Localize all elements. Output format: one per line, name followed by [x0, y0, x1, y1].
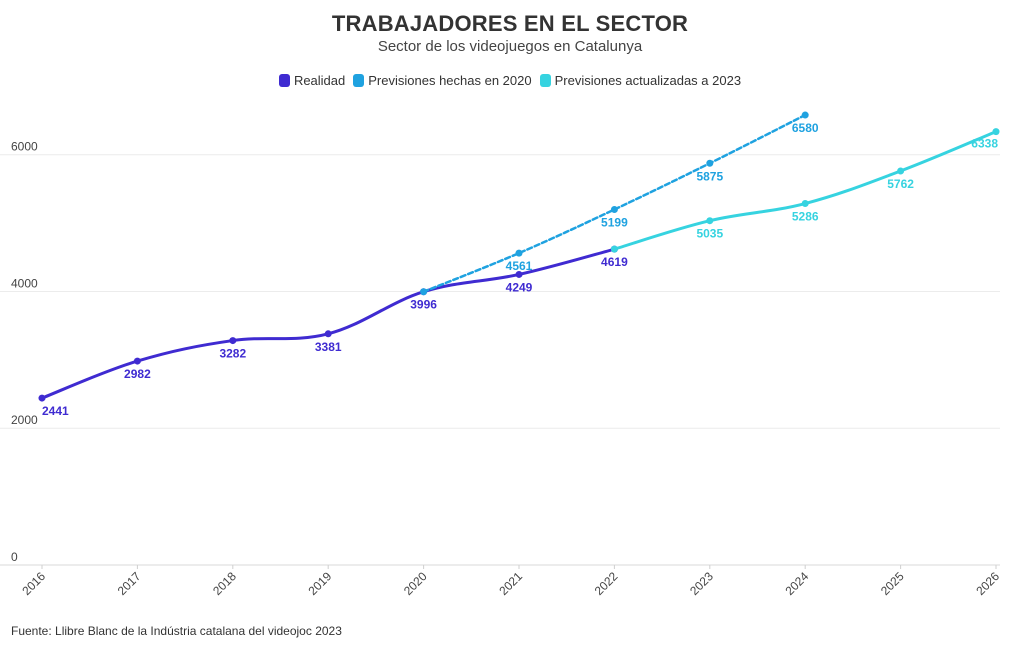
x-tick-label-2023: 2023 — [687, 569, 716, 598]
legend-item-previsiones-2023[interactable]: Previsiones actualizadas a 2023 — [539, 73, 742, 88]
data-point-s1-2024[interactable] — [801, 111, 809, 119]
data-label-s0-2021: 4249 — [506, 280, 533, 294]
data-point-s2-2026[interactable] — [992, 128, 1000, 136]
y-tick-label-6000: 6000 — [11, 140, 38, 154]
x-tick-label-2025: 2025 — [878, 569, 907, 598]
legend-swatch-previsiones-2023 — [539, 74, 551, 87]
x-tick-label-2017: 2017 — [115, 569, 144, 598]
series-line-2 — [612, 130, 998, 251]
data-point-s1-2022[interactable] — [610, 205, 618, 213]
x-tick-label-2021: 2021 — [496, 569, 525, 598]
data-point-s0-2017[interactable] — [133, 357, 141, 365]
y-tick-label-4000: 4000 — [11, 276, 38, 290]
label-layer: 2441 2982 3282 3381 3996 4249 4619 4561 5199 5875… — [42, 121, 998, 418]
data-label-s0-2017: 2982 — [124, 367, 151, 381]
data-label-s1-2021: 4561 — [506, 259, 533, 273]
data-point-s0-2019[interactable] — [324, 330, 332, 338]
data-point-s2-2024[interactable] — [801, 200, 809, 208]
data-label-s0-2018: 3282 — [219, 347, 246, 361]
data-point-s0-2021[interactable] — [515, 270, 523, 278]
data-point-s2-2023[interactable] — [706, 217, 714, 225]
data-point-s1-2023[interactable] — [706, 159, 714, 167]
chart-title: TRABAJADORES EN EL SECTOR — [331, 11, 689, 36]
chart-subtitle: Sector de los videojuegos en Catalunya — [377, 38, 643, 55]
grid-layer — [0, 154, 1000, 566]
x-tick-label-2024: 2024 — [783, 569, 812, 598]
legend: Realidad Previsiones hechas en 2020 Prev… — [0, 73, 1020, 88]
data-label-s2-2023: 5035 — [696, 227, 723, 241]
data-label-s0-2016: 2441 — [42, 404, 69, 418]
data-label-s0-2020: 3996 — [410, 298, 437, 312]
x-tick-label-2019: 2019 — [306, 569, 335, 598]
legend-item-realidad[interactable]: Realidad — [278, 73, 346, 88]
legend-item-previsiones-2020[interactable]: Previsiones hechas en 2020 — [353, 73, 532, 88]
y-tick-label-0: 0 — [11, 550, 18, 564]
data-point-s2-2022[interactable] — [610, 245, 618, 253]
axis-layer: 0 2000 4000 6000 2016 2017 2018 2019 2020 2021 202… — [11, 140, 1002, 598]
x-tick-label-2018: 2018 — [210, 569, 239, 598]
x-tick-label-2022: 2022 — [592, 569, 621, 598]
legend-label-previsiones-2023: Previsiones actualizadas a 2023 — [554, 73, 742, 88]
data-point-s1-2020[interactable] — [420, 288, 428, 296]
x-tick-label-2026: 2026 — [973, 569, 1002, 598]
data-point-s0-2018[interactable] — [229, 337, 237, 345]
data-label-s2-2025: 5762 — [887, 177, 914, 191]
data-label-s0-2019: 3381 — [315, 340, 342, 354]
data-point-s0-2016[interactable] — [38, 394, 46, 402]
x-tick-label-2020: 2020 — [401, 569, 430, 598]
data-label-s0-2022: 4619 — [601, 255, 628, 269]
data-label-s1-2022: 5199 — [601, 215, 628, 229]
legend-label-previsiones-2020: Previsiones hechas en 2020 — [368, 73, 532, 88]
y-tick-label-2000: 2000 — [11, 413, 38, 427]
data-label-s2-2026: 6338 — [971, 137, 998, 151]
x-tick-label-2016: 2016 — [19, 569, 48, 598]
legend-swatch-realidad — [278, 74, 290, 87]
data-point-s1-2021[interactable] — [515, 249, 523, 257]
data-label-s2-2024: 5286 — [792, 210, 819, 224]
data-label-s1-2023: 5875 — [696, 169, 723, 183]
data-point-s2-2025[interactable] — [897, 167, 905, 175]
legend-swatch-previsiones-2020 — [353, 74, 365, 87]
source-note: Fuente: Llibre Blanc de la Indústria cat… — [11, 624, 342, 638]
series-layer — [38, 111, 1000, 402]
data-label-s1-2024: 6580 — [792, 121, 819, 135]
legend-label-realidad: Realidad — [293, 73, 346, 88]
